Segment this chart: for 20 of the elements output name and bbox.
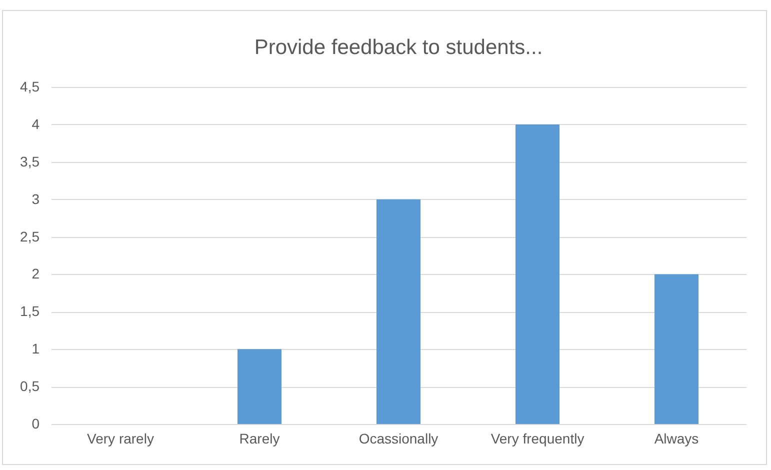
- chart-title: Provide feedback to students...: [254, 36, 543, 59]
- x-tick-label: Ocassionally: [358, 430, 438, 446]
- x-tick-label: Rarely: [239, 430, 280, 446]
- bar: [516, 124, 560, 424]
- x-tick-label: Always: [654, 430, 699, 446]
- bar: [654, 274, 698, 424]
- bar: [376, 199, 420, 424]
- y-tick-label: 3,5: [20, 153, 40, 170]
- y-tick-label: 2: [32, 266, 40, 282]
- y-tick-label: 0: [32, 416, 40, 432]
- y-tick-label: 4: [32, 116, 40, 132]
- y-tick-label: 2,5: [20, 228, 40, 244]
- y-tick-label: 1,5: [20, 303, 40, 320]
- x-tick-label: Very rarely: [87, 430, 154, 446]
- bar: [238, 349, 282, 424]
- x-tick-label: Very frequently: [490, 430, 584, 446]
- y-tick-label: 1: [32, 340, 40, 357]
- y-tick-label: 4,5: [20, 78, 40, 94]
- y-tick-label: 0,5: [20, 378, 40, 394]
- y-tick-label: 3: [32, 190, 40, 207]
